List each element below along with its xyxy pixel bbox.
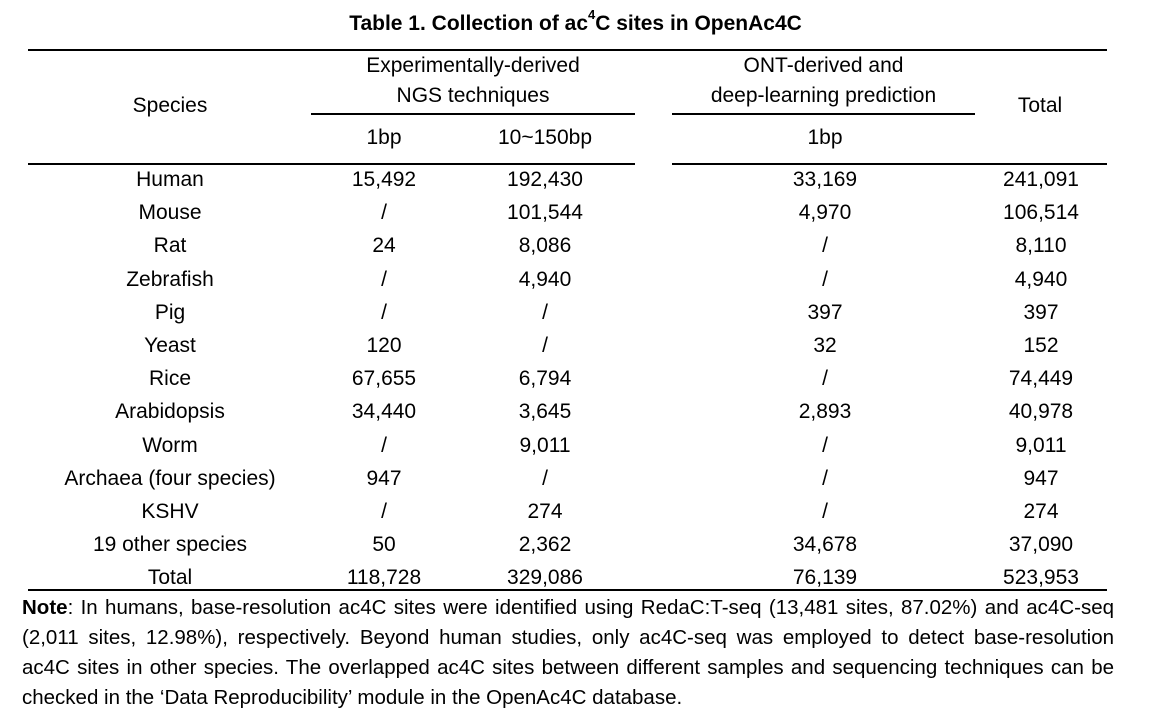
cell-ont-1bp: / [822, 433, 828, 457]
cell-total: 152 [1023, 334, 1059, 357]
subheader-ngs-10-150bp: 10~150bp [497, 126, 593, 149]
table-note: Note: In humans, base-resolution ac4C si… [22, 593, 1114, 713]
table-title: Table 1. Collection of ac4C sites in Ope… [349, 7, 802, 35]
cell-ngs-1bp: 15,492 [351, 168, 417, 191]
cell-ont-1bp: / [822, 267, 828, 291]
subheader-ont-1bp: 1bp [807, 126, 843, 149]
cell-total: 74,449 [1008, 367, 1074, 391]
cell-ont-1bp: 4,970 [798, 201, 852, 225]
cell-total: 40,978 [1008, 400, 1074, 424]
header-ngs-line1: Experimentally-derived [366, 54, 580, 77]
cell-ngs-10-150: / [542, 300, 548, 324]
bottom-rule [28, 589, 1107, 591]
subheader-ngs-1bp: 1bp [366, 126, 402, 149]
note-label: Note [22, 596, 68, 619]
cell-ngs-10-150: 3,645 [518, 400, 572, 424]
cell-ngs-1bp: / [381, 500, 387, 523]
top-rule [28, 49, 1107, 51]
cell-ngs-1bp: 34,440 [351, 400, 417, 424]
cell-total: 9,011 [1015, 433, 1067, 457]
cell-ngs-10-150: 101,544 [507, 201, 583, 225]
cell-species: Rat [153, 234, 187, 258]
cell-species: Human [136, 168, 204, 191]
cell-ont-1bp: / [822, 367, 828, 391]
cell-ngs-1bp: / [381, 201, 387, 225]
cell-ngs-10-150: / [542, 466, 548, 490]
cell-species: Pig [154, 300, 186, 324]
cell-total: 523,953 [1003, 566, 1079, 590]
cell-ngs-10-150: 2,362 [518, 533, 572, 557]
header-ont-line2: deep-learning prediction [710, 84, 937, 107]
cell-ngs-10-150: 274 [527, 500, 563, 523]
cell-ont-1bp: 397 [807, 300, 843, 324]
cell-ont-1bp: / [822, 234, 828, 258]
cell-species: 19 other species [92, 533, 248, 557]
cell-species: KSHV [141, 500, 199, 523]
cell-species: Rice [148, 367, 191, 391]
cell-ont-1bp: / [822, 500, 828, 523]
cell-ngs-10-150: 9,011 [519, 433, 571, 457]
cell-total: 241,091 [1003, 168, 1079, 191]
cell-species: Total [147, 566, 193, 590]
cell-ont-1bp: 33,169 [792, 168, 858, 191]
note-text: : In humans, base-resolution ac4C sites … [22, 596, 1114, 709]
header-total: Total [1017, 94, 1063, 117]
cell-species: Yeast [144, 334, 196, 357]
cell-ngs-1bp: 118,728 [346, 566, 422, 590]
cell-ngs-10-150: 8,086 [518, 234, 572, 258]
ngs-group-rule [311, 113, 635, 115]
cell-total: 37,090 [1008, 533, 1074, 557]
header-ngs-line2: NGS techniques [396, 84, 550, 107]
cell-ngs-1bp: 947 [366, 466, 402, 490]
cell-species: Mouse [138, 201, 202, 225]
cell-total: 947 [1023, 466, 1059, 490]
cell-ont-1bp: 34,678 [792, 533, 858, 557]
cell-ngs-1bp: 24 [372, 234, 396, 258]
cell-total: 4,940 [1014, 267, 1068, 291]
header-ont-line1: ONT-derived and [743, 54, 904, 77]
cell-total: 274 [1023, 500, 1059, 523]
cell-species: Zebrafish [126, 267, 214, 291]
cell-ngs-1bp: 67,655 [351, 367, 417, 391]
cell-ngs-10-150: 6,794 [518, 367, 572, 391]
cell-ngs-1bp: / [381, 433, 387, 457]
cell-species: Archaea (four species) [64, 466, 276, 490]
cell-species: Worm [142, 433, 198, 457]
cell-ngs-10-150: / [542, 334, 548, 357]
cell-ngs-10-150: 4,940 [518, 267, 572, 291]
cell-ont-1bp: 76,139 [792, 566, 858, 590]
header-bottom-right-rule [672, 163, 1107, 165]
cell-ont-1bp: 2,893 [798, 400, 852, 424]
cell-ngs-10-150: 192,430 [507, 168, 583, 191]
cell-total: 106,514 [1003, 201, 1079, 225]
ont-group-rule [672, 113, 975, 115]
cell-ngs-1bp: 50 [372, 533, 396, 557]
header-species: Species [132, 94, 208, 117]
cell-total: 397 [1023, 300, 1059, 324]
cell-species: Arabidopsis [115, 400, 225, 424]
cell-ont-1bp: / [822, 466, 828, 490]
cell-ont-1bp: 32 [813, 334, 837, 357]
cell-ngs-1bp: 120 [366, 334, 402, 357]
cell-ngs-1bp: / [381, 300, 387, 324]
header-bottom-left-rule [28, 163, 635, 165]
cell-total: 8,110 [1015, 234, 1067, 258]
cell-ngs-1bp: / [381, 267, 387, 291]
cell-ngs-10-150: 329,086 [507, 566, 583, 590]
